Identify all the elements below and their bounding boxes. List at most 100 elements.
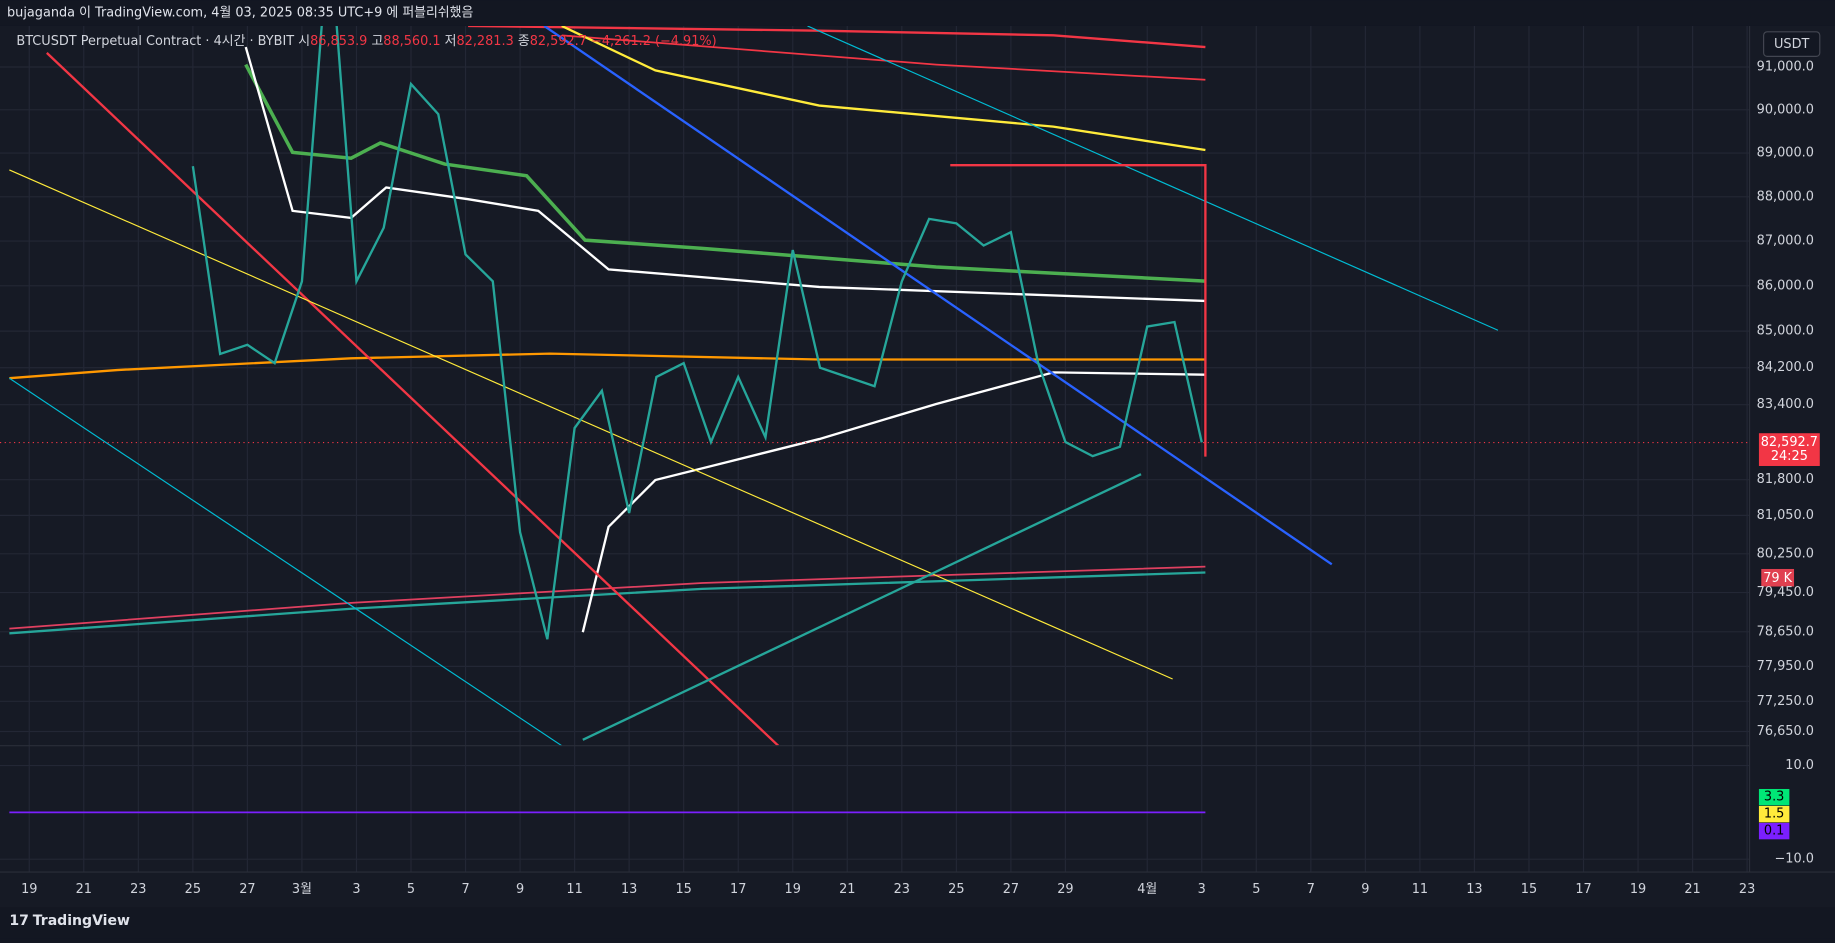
publisher: bujaganda 이 TradingView.com, 4월 03, 2025… — [7, 5, 473, 21]
y-tick-label: 84,200.0 — [1757, 360, 1814, 375]
x-tick-label: 9 — [1361, 882, 1369, 897]
macd-badge — [1758, 805, 1790, 823]
currency-label[interactable]: USDT — [1774, 37, 1809, 52]
y-tick-label: 79,450.0 — [1757, 585, 1814, 600]
macd-badge — [1758, 788, 1790, 806]
top-bar — [0, 0, 1835, 26]
x-tick-label: 3월 — [292, 882, 312, 897]
x-tick-label: 25 — [185, 882, 201, 897]
x-tick-label: 9 — [516, 882, 524, 897]
drawings — [0, 25, 1750, 746]
footer — [0, 907, 1835, 939]
ohlc-value: 88,560.1 — [383, 34, 440, 49]
x-tick-label: 7 — [461, 882, 469, 897]
macd-badge-text: 3.3 — [1764, 790, 1784, 805]
trend-line — [9, 169, 1173, 680]
macd-tick-label: −10.0 — [1775, 852, 1814, 867]
currency-button[interactable] — [1763, 31, 1821, 57]
x-tick-label: 11 — [1412, 882, 1428, 897]
x-tick-label: 15 — [675, 882, 691, 897]
vwap-line — [244, 46, 1206, 303]
x-tick-label: 13 — [1466, 882, 1482, 897]
y-tick-label: 81,800.0 — [1757, 472, 1814, 487]
x-tick-label: 4월 — [1137, 882, 1157, 897]
y-tick-label: 78,650.0 — [1757, 624, 1814, 639]
y-tick-label: 91,000.0 — [1757, 60, 1814, 75]
price-line — [191, 25, 1203, 640]
x-tick-label: 5 — [1252, 882, 1260, 897]
x-tick-label: 19 — [785, 882, 801, 897]
x-tick-label: 19 — [21, 882, 37, 897]
price-badge-countdown: 24:25 — [1771, 449, 1808, 464]
y-tick-label: 87,000.0 — [1757, 234, 1814, 249]
ohlc-label: 종 — [518, 34, 530, 49]
x-tick-label: 29 — [1057, 882, 1073, 897]
ohlc-value: 82,592.7 — [530, 34, 587, 49]
footer-logo: TradingView — [33, 913, 130, 929]
macd-tick-label: 10.0 — [1785, 758, 1814, 773]
x-tick-label: 11 — [566, 882, 582, 897]
x-tick-label: 23 — [130, 882, 146, 897]
y-tick-label: 90,000.0 — [1757, 102, 1814, 117]
x-tick-label: 27 — [1003, 882, 1019, 897]
ma-line — [561, 25, 1206, 152]
price-badge-text: 82,592.7 — [1761, 435, 1818, 450]
x-tick-label: 23 — [1739, 882, 1755, 897]
symbol-name: BTCUSDT Perpetual Contract · 4시간 · BYBIT — [16, 34, 294, 49]
y-tick-label: 86,000.0 — [1757, 278, 1814, 293]
ma-line — [9, 565, 1206, 630]
volume-badge — [1761, 568, 1795, 587]
y-tick-label: 77,950.0 — [1757, 659, 1814, 674]
logo-icon: 17 — [9, 913, 29, 929]
macd-badge — [1758, 822, 1790, 840]
x-tick-label: 15 — [1521, 882, 1537, 897]
y-tick-label: 81,050.0 — [1757, 508, 1814, 523]
x-tick-label: 23 — [894, 882, 910, 897]
vwap-line — [581, 371, 1206, 633]
trend-line — [543, 25, 1333, 566]
ma-line — [468, 25, 1206, 49]
y-tick-label: 80,250.0 — [1757, 546, 1814, 561]
y-tick-label: 83,400.0 — [1757, 397, 1814, 412]
trend-line — [582, 473, 1142, 741]
x-tick-label: 21 — [839, 882, 855, 897]
ohlc-label: 고 — [371, 34, 383, 49]
y-tick-label: 89,000.0 — [1757, 146, 1814, 161]
ma-line — [9, 352, 1206, 380]
range-box — [950, 164, 1207, 457]
x-tick-label: 3 — [1198, 882, 1206, 897]
y-tick-label: 76,650.0 — [1757, 724, 1814, 739]
ohlc-label: 저 — [445, 34, 457, 49]
x-tick-label: 7 — [1307, 882, 1315, 897]
x-tick-label: 25 — [948, 882, 964, 897]
ma-line — [9, 571, 1206, 635]
x-tick-label: 13 — [621, 882, 637, 897]
ma-line — [244, 63, 1206, 283]
x-tick-label: 17 — [1575, 882, 1591, 897]
volume-badge-text: 79 K — [1763, 571, 1792, 586]
x-tick-label: 3 — [352, 882, 360, 897]
x-tick-label: 5 — [407, 882, 415, 897]
symbol: BTCUSDT Perpetual Contract · 4시간 · BYBIT… — [16, 34, 716, 49]
x-tick-label: 19 — [1630, 882, 1646, 897]
y-tick-label: 85,000.0 — [1757, 324, 1814, 339]
y-tick-label: 88,000.0 — [1757, 189, 1814, 204]
macd-badge-text: 0.1 — [1764, 824, 1784, 839]
trend-line — [807, 25, 1499, 331]
x-tick-label: 21 — [1684, 882, 1700, 897]
trend-line — [46, 52, 780, 746]
ma-line — [561, 34, 1206, 81]
x-tick-label: 17 — [730, 882, 746, 897]
trend-line — [9, 377, 563, 746]
price-series — [191, 25, 1203, 640]
ohlc-value: 82,281.3 — [456, 34, 513, 49]
ohlc-value: 86,853.9 — [310, 34, 367, 49]
ohlc-change: −4,261.2 (−4.91%) — [591, 34, 717, 49]
ohlc-label: 시 — [298, 34, 310, 49]
price-badge — [1758, 433, 1820, 466]
x-tick-label: 27 — [239, 882, 255, 897]
x-tick-label: 21 — [76, 882, 92, 897]
